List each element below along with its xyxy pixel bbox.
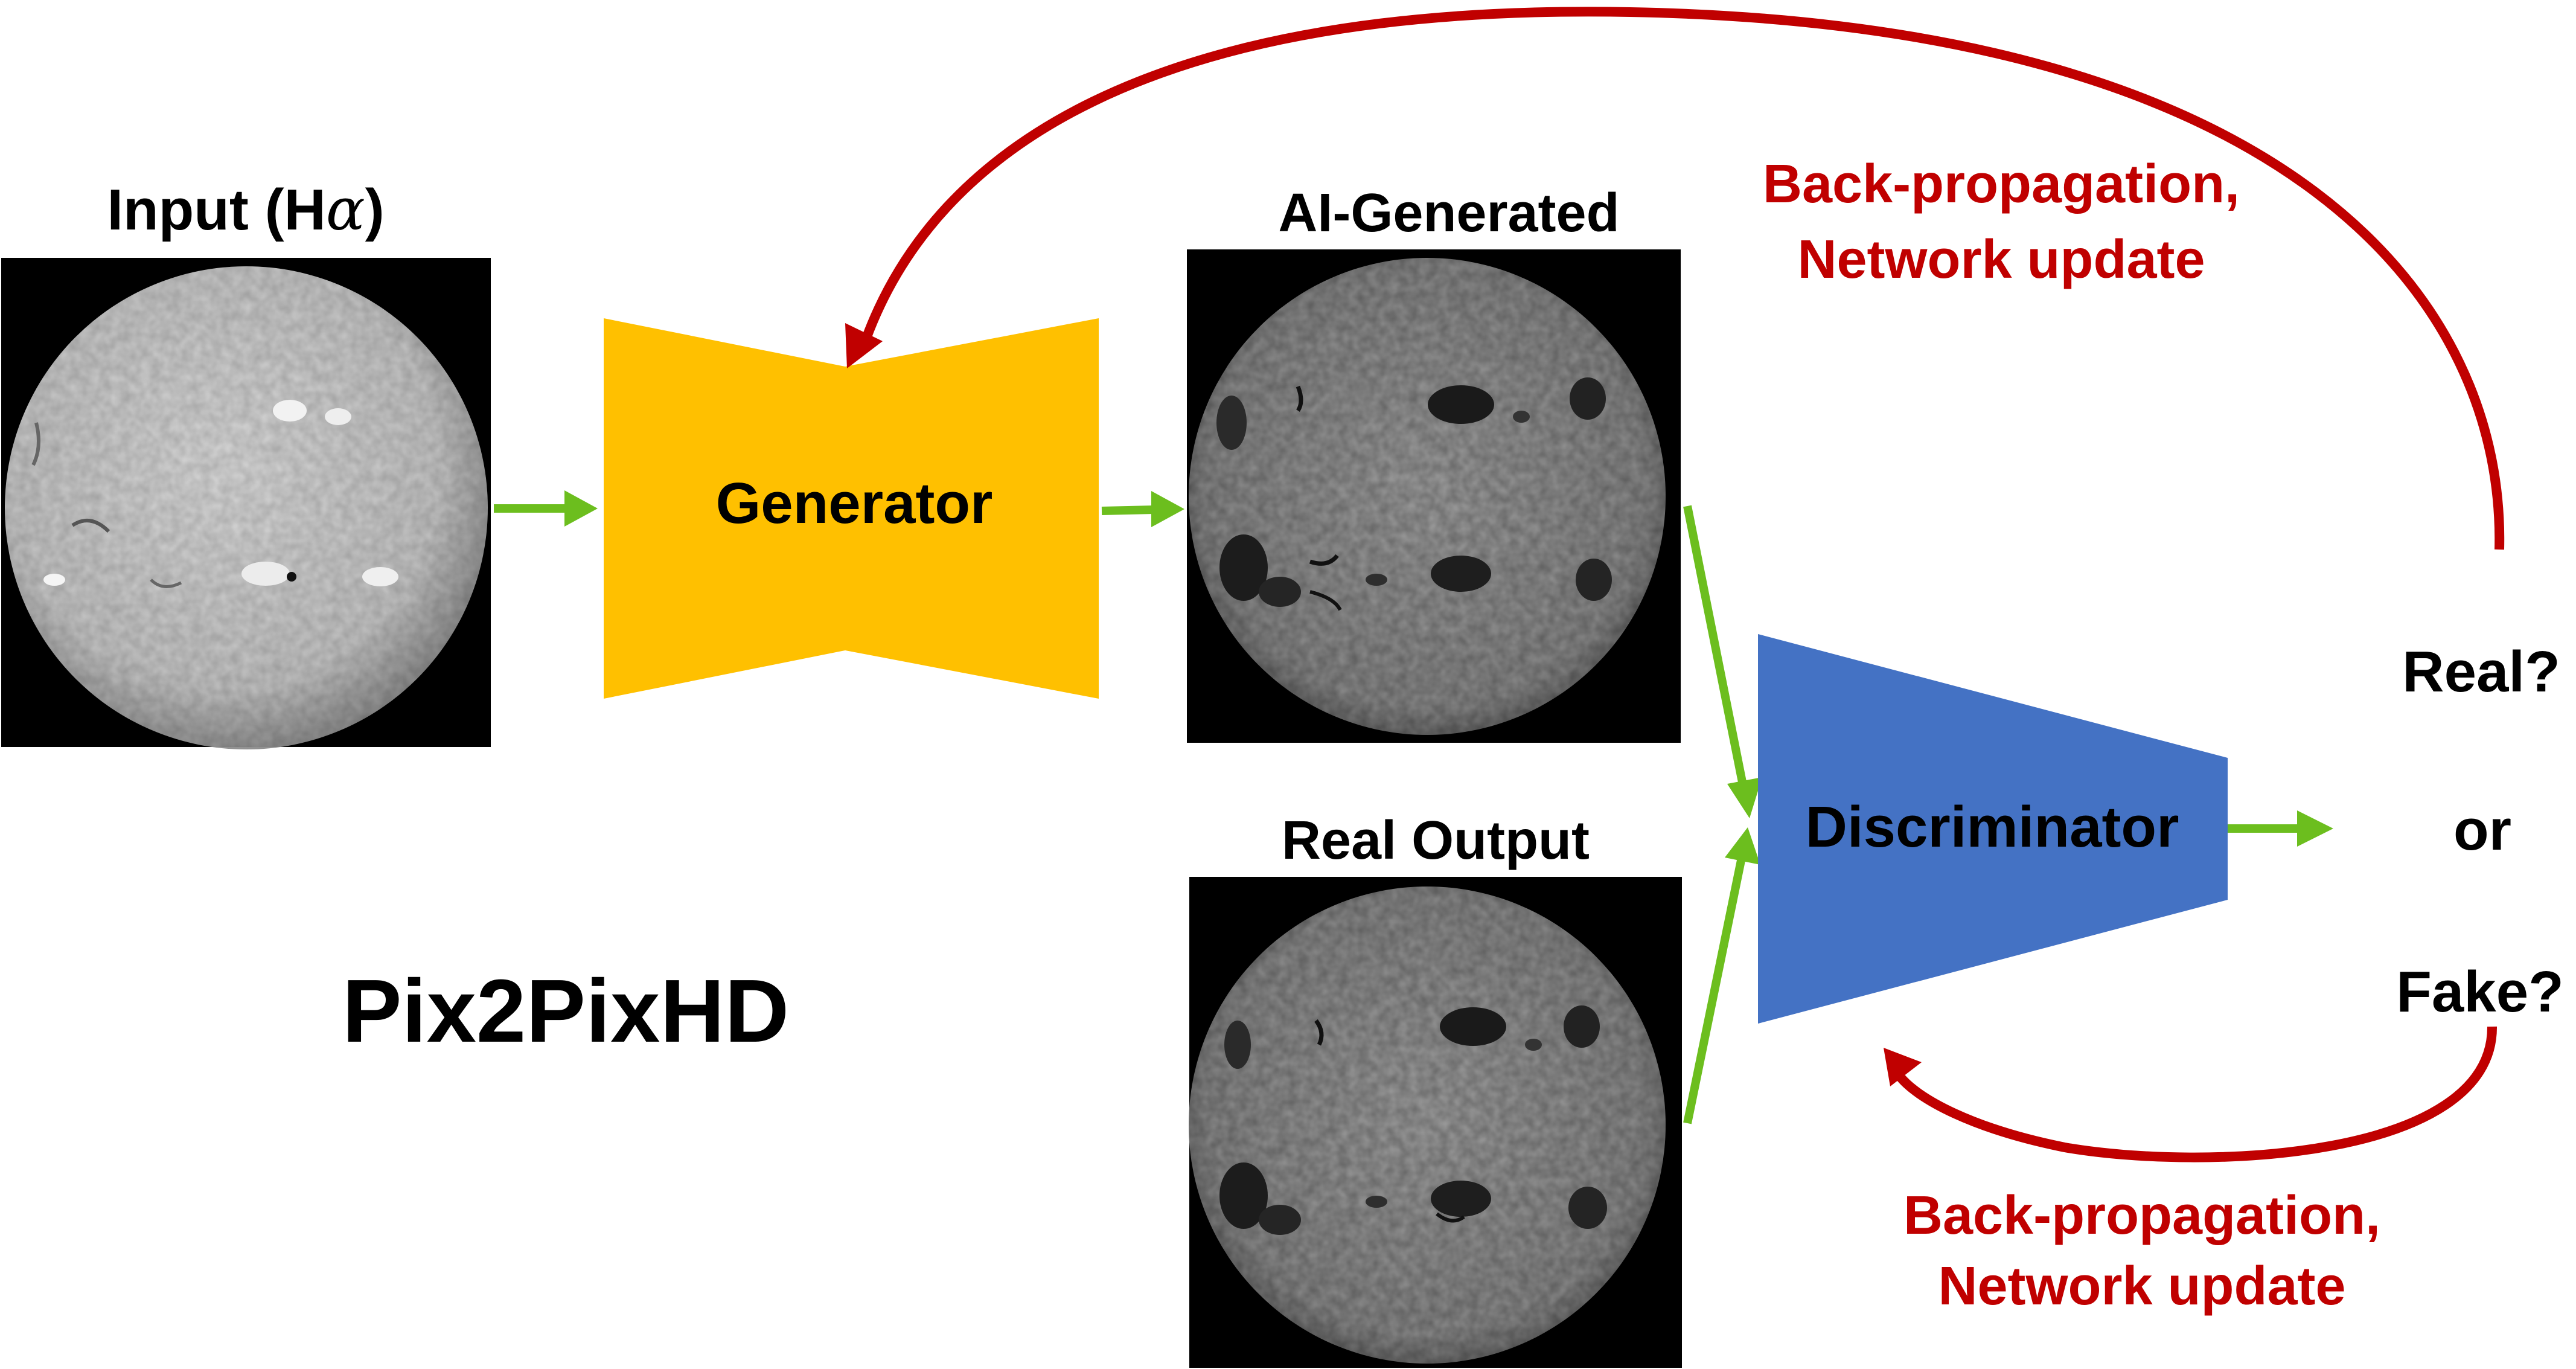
arrow-discriminator-to-decision <box>2228 810 2333 847</box>
decision-output: Real? or Fake? <box>2396 640 2563 1024</box>
arrow-input-to-generator <box>494 490 598 527</box>
backprop-bottom-line2: Network update <box>1938 1256 2345 1316</box>
discriminator-block: Discriminator <box>1758 634 2228 1024</box>
arrow-real-output-to-discriminator <box>1683 827 1760 1124</box>
backprop-top-label: Back-propagation, Network update <box>1763 154 2240 290</box>
input-sun-image <box>5 266 488 749</box>
real-output-panel: Real Output <box>1189 810 1682 1368</box>
discriminator-shape <box>1758 634 2228 1024</box>
input-label-suffix: ) <box>365 178 385 242</box>
generator-label: Generator <box>716 471 993 536</box>
arrow-generator-to-ai-generated <box>1101 491 1184 527</box>
backprop-top-line1: Back-propagation, <box>1763 154 2240 214</box>
generator-shape <box>604 318 1099 699</box>
generator-block: Generator <box>604 318 1099 699</box>
input-label-prefix: Input (H <box>107 178 326 242</box>
input-panel: Input (Hα) <box>1 176 491 749</box>
arrow-ai-generated-to-discriminator <box>1683 505 1762 818</box>
input-label: Input (Hα) <box>107 176 384 243</box>
model-name-label: Pix2PixHD <box>342 961 789 1061</box>
ai-generated-label: AI-Generated <box>1278 183 1619 243</box>
backprop-bottom-label: Back-propagation, Network update <box>1903 1185 2380 1316</box>
input-label-greek: α <box>326 176 365 243</box>
real-question-label: Real? <box>2402 640 2560 704</box>
or-label: or <box>2453 798 2511 862</box>
backprop-top-line2: Network update <box>1797 229 2205 290</box>
feedback-arrow-to-discriminator <box>1884 1026 2498 1162</box>
discriminator-label: Discriminator <box>1806 795 2179 859</box>
feedback-arrow-to-generator <box>845 7 2505 550</box>
ai-generated-sun-image <box>1189 258 1666 735</box>
fake-question-label: Fake? <box>2396 960 2563 1024</box>
real-output-sun-image <box>1189 886 1666 1364</box>
ai-generated-panel: AI-Generated <box>1187 183 1681 743</box>
real-output-label: Real Output <box>1282 810 1590 871</box>
backprop-bottom-line1: Back-propagation, <box>1903 1185 2380 1246</box>
